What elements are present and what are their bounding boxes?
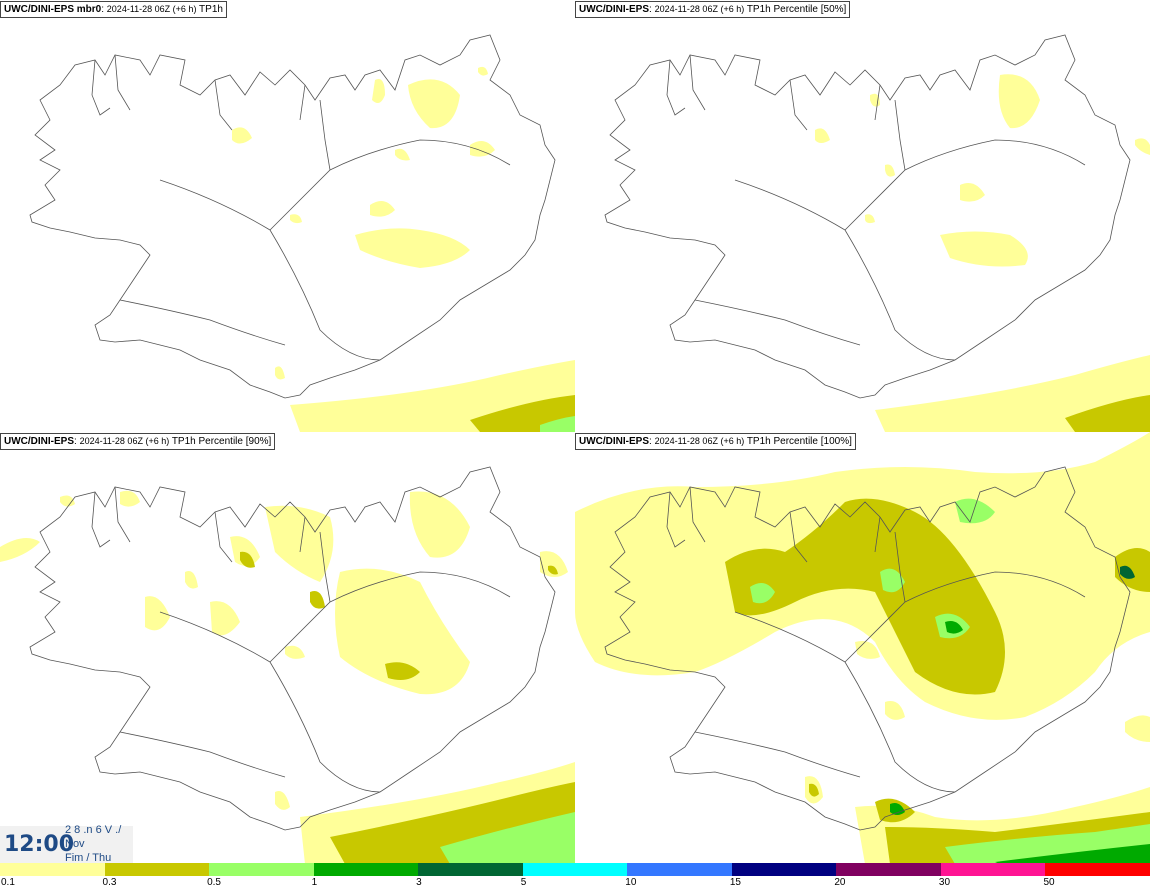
precip-color-legend: 0.1 0.3 0.5 1 3 5 10 15 20 30 50 [0, 863, 1150, 891]
legend-swatch [940, 863, 1046, 876]
legend-label: 15 [729, 877, 741, 888]
panel-title: UWC/DINI-EPS: 2024-11-28 06Z (+6 h) TP1h… [0, 433, 276, 450]
legend-swatch [522, 863, 628, 876]
precip-map [29, 34, 575, 432]
legend-swatch [1045, 863, 1150, 876]
legend-label: 5 [520, 877, 527, 888]
legend-swatch [418, 863, 524, 876]
precip-map [0, 466, 575, 864]
legend-swatch [627, 863, 733, 876]
legend-swatch [836, 863, 942, 876]
valid-date-line2: Nov [65, 838, 85, 850]
valid-time: 12:00 [4, 832, 75, 857]
legend-label: 3 [416, 877, 422, 888]
valid-time-box: 12:00 2 8 .n 6 V ./ Nov Fim / Thu [0, 824, 133, 864]
panel-title: UWC/DINI-EPS mbr0: 2024-11-28 06Z (+6 h)… [0, 1, 227, 18]
map-panel-mbr0: UWC/DINI-EPS mbr0: 2024-11-28 06Z (+6 h)… [0, 0, 575, 432]
legend-swatch [209, 863, 315, 876]
legend-label: 0.3 [102, 877, 117, 888]
legend-swatch [104, 863, 210, 876]
map-panel-p50: UWC/DINI-EPS: 2024-11-28 06Z (+6 h) TP1h… [575, 0, 1150, 432]
map-panel-p100: UWC/DINI-EPS: 2024-11-28 06Z (+6 h) TP1h… [575, 432, 1150, 864]
panel-title: UWC/DINI-EPS: 2024-11-28 06Z (+6 h) TP1h… [575, 433, 856, 450]
valid-date-line3: Fim / Thu [65, 852, 112, 864]
legend-swatch [313, 863, 419, 876]
legend-label: 20 [834, 877, 846, 888]
legend-label: 50 [1043, 877, 1055, 888]
valid-date-line1: 2 8 .n 6 V ./ [65, 824, 122, 836]
legend-label: 0.5 [207, 877, 221, 888]
legend-label: 30 [938, 877, 951, 888]
legend-label: 10 [625, 877, 637, 888]
map-panel-p90: UWC/DINI-EPS: 2024-11-28 06Z (+6 h) TP1h… [0, 432, 575, 864]
legend-swatch [0, 863, 106, 876]
precip-map [604, 34, 1150, 432]
legend-label: 1 [311, 877, 318, 888]
legend-label: 0.1 [1, 877, 15, 888]
panel-title: UWC/DINI-EPS: 2024-11-28 06Z (+6 h) TP1h… [575, 1, 851, 18]
precip-map [575, 432, 1150, 864]
legend-swatch [731, 863, 837, 876]
